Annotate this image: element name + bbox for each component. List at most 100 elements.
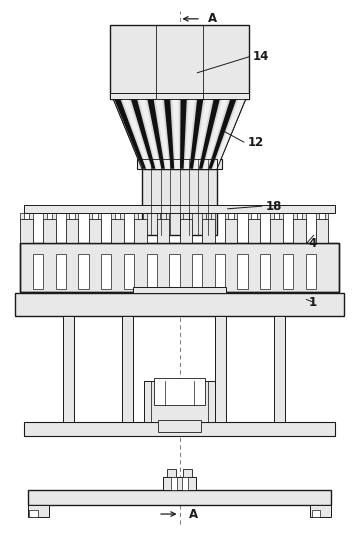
Bar: [20, 243, 339, 292]
Bar: [167, 469, 176, 477]
Polygon shape: [148, 100, 165, 169]
Bar: [237, 254, 248, 289]
Bar: [98, 213, 101, 219]
Bar: [24, 422, 335, 435]
Bar: [312, 510, 320, 517]
Bar: [270, 213, 274, 219]
Bar: [274, 316, 285, 422]
Bar: [20, 243, 339, 292]
Bar: [56, 254, 66, 289]
Bar: [248, 213, 251, 219]
Bar: [325, 213, 328, 219]
Bar: [163, 477, 196, 490]
Polygon shape: [199, 100, 220, 169]
Bar: [302, 213, 306, 219]
Bar: [101, 254, 111, 289]
Bar: [283, 254, 293, 289]
Bar: [257, 213, 260, 219]
Text: A: A: [188, 508, 197, 521]
Bar: [122, 316, 133, 422]
Bar: [29, 213, 33, 219]
Bar: [28, 490, 331, 505]
Bar: [20, 219, 33, 243]
Bar: [248, 219, 260, 243]
Bar: [215, 254, 225, 289]
Bar: [63, 316, 74, 422]
Bar: [166, 213, 169, 219]
Bar: [142, 159, 217, 169]
Bar: [180, 219, 192, 243]
Polygon shape: [172, 100, 179, 169]
Text: A: A: [208, 12, 217, 25]
Bar: [188, 213, 192, 219]
Bar: [306, 254, 316, 289]
Polygon shape: [164, 100, 174, 169]
Bar: [192, 254, 202, 289]
Bar: [154, 378, 205, 404]
Bar: [43, 219, 56, 243]
Polygon shape: [204, 100, 228, 169]
Bar: [293, 213, 297, 219]
Bar: [215, 316, 226, 422]
Bar: [183, 469, 192, 477]
Bar: [15, 293, 344, 316]
Bar: [202, 213, 206, 219]
Bar: [270, 219, 283, 243]
Bar: [136, 159, 223, 169]
Bar: [260, 254, 270, 289]
Bar: [24, 205, 335, 213]
Polygon shape: [115, 100, 146, 169]
Bar: [33, 254, 43, 289]
Bar: [120, 213, 124, 219]
Polygon shape: [213, 100, 244, 169]
Polygon shape: [123, 100, 151, 169]
Bar: [279, 213, 283, 219]
Polygon shape: [156, 100, 169, 169]
Bar: [89, 219, 101, 243]
Bar: [133, 287, 226, 293]
Text: 14: 14: [253, 50, 269, 63]
Bar: [89, 213, 92, 219]
Bar: [111, 219, 124, 243]
Polygon shape: [190, 100, 203, 169]
Text: 1: 1: [308, 296, 316, 309]
Bar: [110, 25, 249, 100]
Bar: [146, 254, 157, 289]
Bar: [225, 219, 237, 243]
Polygon shape: [194, 100, 211, 169]
Bar: [169, 254, 180, 289]
Bar: [134, 219, 146, 243]
Bar: [75, 213, 78, 219]
Bar: [134, 213, 137, 219]
Bar: [293, 219, 306, 243]
Bar: [28, 505, 49, 517]
Polygon shape: [208, 100, 236, 169]
Bar: [158, 420, 201, 432]
Bar: [20, 213, 24, 219]
Bar: [110, 93, 249, 100]
Polygon shape: [131, 100, 155, 169]
Bar: [157, 213, 160, 219]
Bar: [66, 219, 78, 243]
Text: 12: 12: [247, 135, 264, 149]
Polygon shape: [139, 100, 160, 169]
Bar: [171, 477, 177, 490]
Bar: [211, 213, 215, 219]
Polygon shape: [185, 100, 195, 169]
Bar: [142, 169, 217, 235]
Bar: [66, 213, 69, 219]
Bar: [182, 477, 188, 490]
Bar: [316, 219, 328, 243]
Polygon shape: [180, 100, 187, 169]
Text: 18: 18: [265, 200, 282, 212]
Bar: [310, 505, 331, 517]
Bar: [143, 213, 146, 219]
Bar: [124, 254, 134, 289]
Bar: [29, 510, 38, 517]
Bar: [225, 213, 228, 219]
Bar: [52, 213, 56, 219]
Bar: [157, 219, 169, 243]
Bar: [43, 213, 47, 219]
Bar: [202, 219, 215, 243]
Bar: [111, 213, 115, 219]
